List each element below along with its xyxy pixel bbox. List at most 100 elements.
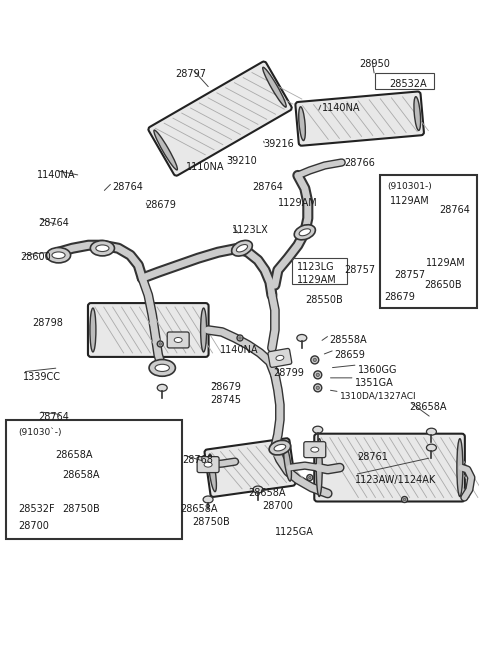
FancyBboxPatch shape bbox=[197, 457, 219, 472]
Ellipse shape bbox=[269, 440, 290, 455]
Ellipse shape bbox=[426, 444, 436, 451]
Text: 28764: 28764 bbox=[38, 218, 70, 229]
Circle shape bbox=[314, 384, 322, 392]
Text: 28764: 28764 bbox=[112, 183, 143, 193]
Ellipse shape bbox=[153, 472, 163, 479]
Text: 28550B: 28550B bbox=[305, 295, 343, 305]
Ellipse shape bbox=[253, 486, 263, 493]
Text: 1140NA: 1140NA bbox=[220, 345, 259, 355]
Text: 1129AM: 1129AM bbox=[278, 198, 318, 208]
FancyBboxPatch shape bbox=[420, 217, 443, 233]
Text: 28797: 28797 bbox=[175, 69, 206, 79]
Circle shape bbox=[403, 498, 406, 501]
Text: 28700: 28700 bbox=[262, 501, 293, 512]
FancyBboxPatch shape bbox=[42, 442, 143, 501]
Text: 28766: 28766 bbox=[345, 158, 375, 168]
Ellipse shape bbox=[46, 459, 54, 496]
FancyBboxPatch shape bbox=[148, 62, 292, 175]
FancyBboxPatch shape bbox=[167, 332, 189, 348]
Ellipse shape bbox=[387, 200, 396, 205]
Circle shape bbox=[157, 341, 163, 347]
Circle shape bbox=[159, 343, 161, 345]
Ellipse shape bbox=[274, 444, 286, 451]
Circle shape bbox=[311, 356, 319, 364]
Ellipse shape bbox=[97, 446, 114, 457]
Ellipse shape bbox=[157, 384, 167, 392]
Text: 1140NA: 1140NA bbox=[36, 170, 75, 181]
Ellipse shape bbox=[47, 248, 71, 263]
Text: 1310DA/1327ACl: 1310DA/1327ACl bbox=[340, 392, 416, 401]
Ellipse shape bbox=[90, 240, 114, 256]
Ellipse shape bbox=[31, 484, 41, 491]
Circle shape bbox=[313, 358, 316, 361]
Text: 28745: 28745 bbox=[210, 395, 241, 405]
Ellipse shape bbox=[204, 462, 212, 467]
Text: 28558A: 28558A bbox=[330, 335, 367, 345]
Ellipse shape bbox=[426, 428, 436, 435]
Circle shape bbox=[314, 371, 322, 379]
FancyBboxPatch shape bbox=[314, 434, 465, 501]
Text: 28532F: 28532F bbox=[19, 505, 55, 514]
Ellipse shape bbox=[232, 240, 252, 256]
Ellipse shape bbox=[237, 244, 248, 252]
Text: 28764: 28764 bbox=[252, 183, 283, 193]
Text: 28650B: 28650B bbox=[424, 280, 462, 290]
Ellipse shape bbox=[174, 338, 182, 342]
Ellipse shape bbox=[413, 260, 422, 265]
Text: 28658A: 28658A bbox=[248, 487, 286, 497]
Ellipse shape bbox=[409, 256, 426, 268]
FancyBboxPatch shape bbox=[88, 303, 209, 357]
Text: 28799: 28799 bbox=[273, 368, 304, 378]
Bar bbox=[6, 420, 182, 539]
Text: 28950: 28950 bbox=[360, 58, 391, 69]
Text: 1339CC: 1339CC bbox=[23, 372, 60, 382]
Text: (910301-): (910301-) bbox=[387, 183, 432, 191]
Text: 1129AM: 1129AM bbox=[390, 196, 429, 206]
Ellipse shape bbox=[201, 308, 206, 352]
Ellipse shape bbox=[383, 197, 400, 208]
Text: 39216: 39216 bbox=[263, 139, 294, 148]
Ellipse shape bbox=[149, 359, 175, 376]
Bar bbox=[380, 175, 477, 308]
Ellipse shape bbox=[154, 130, 178, 170]
Text: 1351GA: 1351GA bbox=[355, 378, 394, 388]
Circle shape bbox=[316, 373, 319, 376]
Text: 1129AM: 1129AM bbox=[297, 275, 336, 285]
Circle shape bbox=[316, 386, 319, 390]
Text: 28679: 28679 bbox=[384, 292, 416, 302]
Ellipse shape bbox=[428, 223, 435, 228]
Text: 28600: 28600 bbox=[21, 252, 51, 262]
Text: 28750B: 28750B bbox=[192, 518, 230, 528]
Ellipse shape bbox=[36, 455, 57, 468]
Text: 28757: 28757 bbox=[395, 270, 426, 280]
Circle shape bbox=[307, 474, 313, 480]
Ellipse shape bbox=[155, 364, 169, 371]
Ellipse shape bbox=[294, 225, 315, 240]
Text: 28658A: 28658A bbox=[62, 470, 100, 480]
FancyBboxPatch shape bbox=[304, 442, 326, 458]
Text: 28679: 28679 bbox=[145, 200, 176, 210]
Text: 28768: 28768 bbox=[182, 455, 213, 464]
Bar bbox=[292, 258, 347, 284]
Text: 28659: 28659 bbox=[335, 350, 366, 360]
Ellipse shape bbox=[41, 459, 52, 464]
Text: 28764: 28764 bbox=[439, 206, 470, 215]
Text: 1125GA: 1125GA bbox=[275, 528, 314, 537]
Ellipse shape bbox=[131, 447, 139, 484]
Text: 1123LG: 1123LG bbox=[297, 262, 335, 272]
Bar bbox=[374, 73, 434, 89]
Text: 28658A: 28658A bbox=[180, 505, 217, 514]
Circle shape bbox=[309, 476, 311, 479]
Text: 1129AM: 1129AM bbox=[425, 258, 465, 268]
Text: 1123AW/1124AK: 1123AW/1124AK bbox=[355, 474, 436, 485]
Text: 28761: 28761 bbox=[358, 451, 388, 462]
Ellipse shape bbox=[297, 334, 307, 342]
Text: 28750B: 28750B bbox=[62, 505, 100, 514]
Ellipse shape bbox=[263, 67, 286, 107]
FancyBboxPatch shape bbox=[204, 438, 295, 497]
Ellipse shape bbox=[299, 106, 305, 141]
Text: 1140NA: 1140NA bbox=[322, 102, 360, 112]
Text: 28532A: 28532A bbox=[390, 79, 427, 89]
Ellipse shape bbox=[101, 449, 110, 454]
Ellipse shape bbox=[414, 97, 420, 131]
